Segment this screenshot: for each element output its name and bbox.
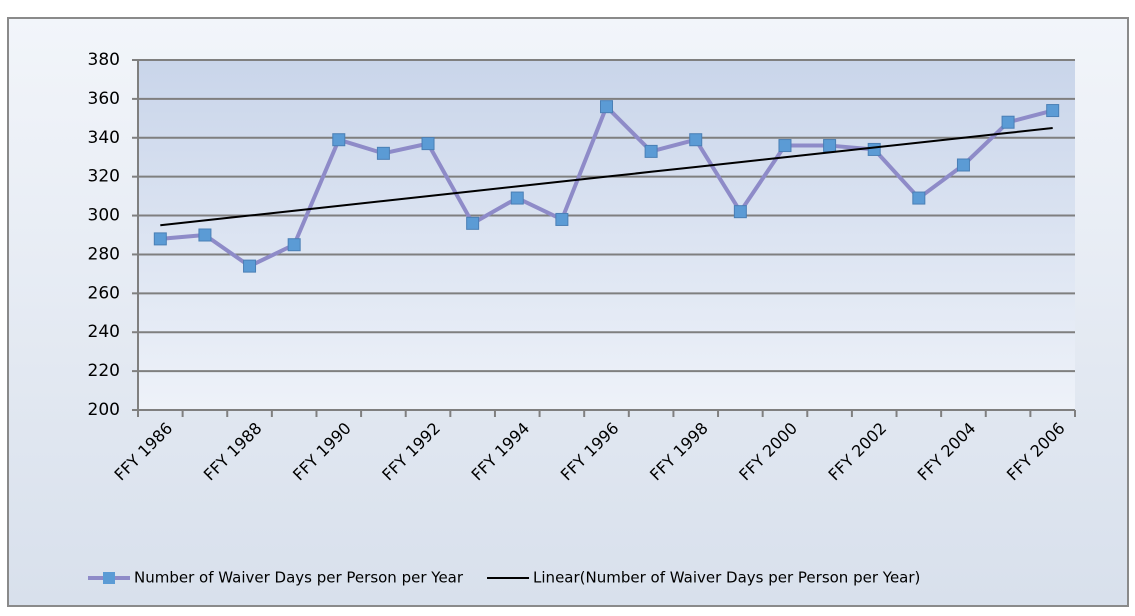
- marker: [332, 133, 346, 147]
- marker: [1046, 104, 1060, 118]
- marker: [867, 142, 881, 156]
- y-tick-label: 240: [88, 322, 120, 342]
- trend-line: [160, 127, 1053, 227]
- y-tick-label: 380: [88, 50, 120, 70]
- marker: [823, 139, 837, 153]
- marker: [421, 137, 435, 151]
- marker: [689, 133, 703, 147]
- y-tick-label: 320: [88, 167, 120, 187]
- y-tick-label: 200: [88, 400, 120, 420]
- legend-marker: [103, 572, 115, 584]
- marker: [733, 205, 747, 219]
- marker: [376, 146, 390, 160]
- marker: [287, 238, 301, 252]
- y-tick-label: 280: [88, 244, 120, 264]
- marker: [243, 259, 257, 273]
- marker: [644, 144, 658, 158]
- y-tick-label: 340: [88, 128, 120, 148]
- marker: [912, 191, 926, 205]
- marker: [555, 212, 569, 226]
- marker: [153, 232, 167, 246]
- marker: [198, 228, 212, 242]
- marker: [510, 191, 524, 205]
- marker: [600, 100, 613, 114]
- y-tick-label: 300: [88, 206, 120, 226]
- y-tick-label: 360: [88, 89, 120, 109]
- marker: [956, 158, 970, 172]
- marker: [1001, 115, 1015, 129]
- legend-label: Number of Waiver Days per Person per Yea…: [134, 569, 464, 587]
- marker: [778, 139, 792, 153]
- y-tick-label: 220: [88, 361, 120, 381]
- y-tick-label: 260: [88, 283, 120, 303]
- plot-area: [138, 60, 1075, 410]
- marker: [466, 216, 480, 230]
- legend-label: Linear(Number of Waiver Days per Person …: [533, 569, 920, 587]
